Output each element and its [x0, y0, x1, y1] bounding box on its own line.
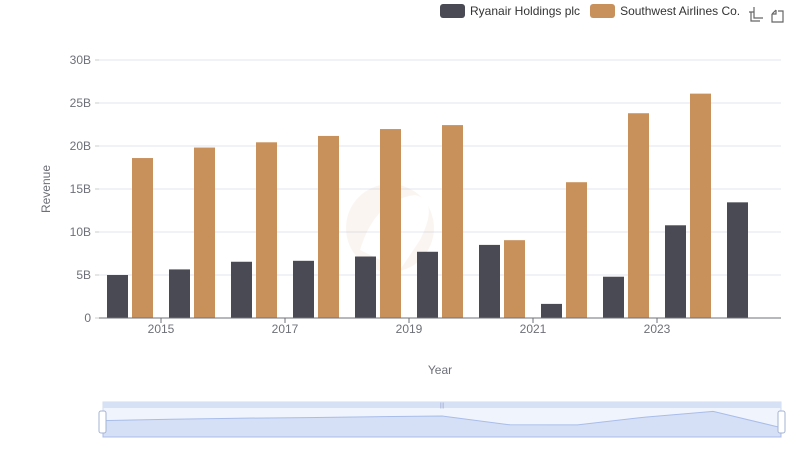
legend-swatch-ryanair — [440, 4, 465, 18]
y-tick-label: 20B — [70, 139, 91, 153]
slider-left-handle[interactable] — [98, 410, 107, 434]
bar-ryanair-2015[interactable] — [169, 269, 190, 318]
x-tick-label: 2023 — [644, 322, 671, 336]
bar-southwest-2017[interactable] — [318, 135, 339, 318]
bar-ryanair-2021[interactable] — [541, 303, 562, 318]
bar-ryanair-2017[interactable] — [293, 260, 314, 318]
y-axis-ticks: 0 5B 10B 15B 20B 25B 30B — [70, 53, 99, 325]
y-tick-label: 25B — [70, 96, 91, 110]
x-axis-ticks: 2015 2017 2019 2021 2023 — [148, 318, 671, 336]
bar-ryanair-2014[interactable] — [107, 275, 128, 318]
x-tick-label: 2019 — [396, 322, 423, 336]
y-tick-label: 15B — [70, 182, 91, 196]
zoom-icon[interactable] — [748, 6, 766, 24]
y-tick-label: 5B — [76, 268, 91, 282]
restore-icon[interactable] — [768, 6, 786, 24]
bar-southwest-2016[interactable] — [256, 142, 277, 318]
bar-ryanair-2018[interactable] — [355, 256, 376, 318]
y-tick-label: 30B — [70, 53, 91, 67]
data-zoom-slider[interactable]: ||| — [98, 401, 786, 438]
bar-ryanair-2020[interactable] — [479, 244, 500, 318]
bar-ryanair-2016[interactable] — [231, 261, 252, 318]
bar-ryanair-2024[interactable] — [727, 202, 748, 318]
x-tick-label: 2017 — [272, 322, 299, 336]
legend: Ryanair Holdings plc Southwest Airlines … — [440, 4, 750, 18]
y-tick-label: 10B — [70, 225, 91, 239]
x-tick-label: 2021 — [520, 322, 547, 336]
legend-label-ryanair: Ryanair Holdings plc — [470, 4, 581, 18]
slider-preview-area — [102, 410, 782, 438]
legend-item-southwest[interactable]: Southwest Airlines Co. — [590, 4, 740, 18]
legend-swatch-southwest — [590, 4, 616, 18]
bars — [107, 93, 748, 319]
bar-southwest-2023[interactable] — [690, 93, 711, 318]
bar-southwest-2018[interactable] — [380, 129, 401, 318]
legend-label-southwest: Southwest Airlines Co. — [620, 4, 741, 18]
slider-grip-icon[interactable]: ||| — [440, 403, 445, 409]
y-axis-title: Revenue — [39, 165, 53, 213]
bar-southwest-2020[interactable] — [504, 240, 525, 318]
x-tick-label: 2015 — [148, 322, 175, 336]
toolbox — [746, 6, 786, 24]
bar-southwest-2021[interactable] — [566, 182, 587, 318]
legend-item-ryanair[interactable]: Ryanair Holdings plc — [440, 4, 580, 18]
bar-ryanair-2019[interactable] — [417, 251, 438, 318]
x-axis-title: Year — [428, 363, 452, 377]
slider-right-handle[interactable] — [777, 410, 786, 434]
bar-southwest-2014[interactable] — [132, 158, 153, 318]
bar-ryanair-2022[interactable] — [603, 276, 624, 318]
bar-southwest-2019[interactable] — [442, 125, 463, 319]
bar-southwest-2022[interactable] — [628, 113, 649, 318]
slider-top-bar[interactable] — [103, 402, 781, 408]
bar-southwest-2015[interactable] — [194, 147, 215, 318]
bar-ryanair-2023[interactable] — [665, 225, 686, 318]
y-tick-label: 0 — [84, 311, 91, 325]
